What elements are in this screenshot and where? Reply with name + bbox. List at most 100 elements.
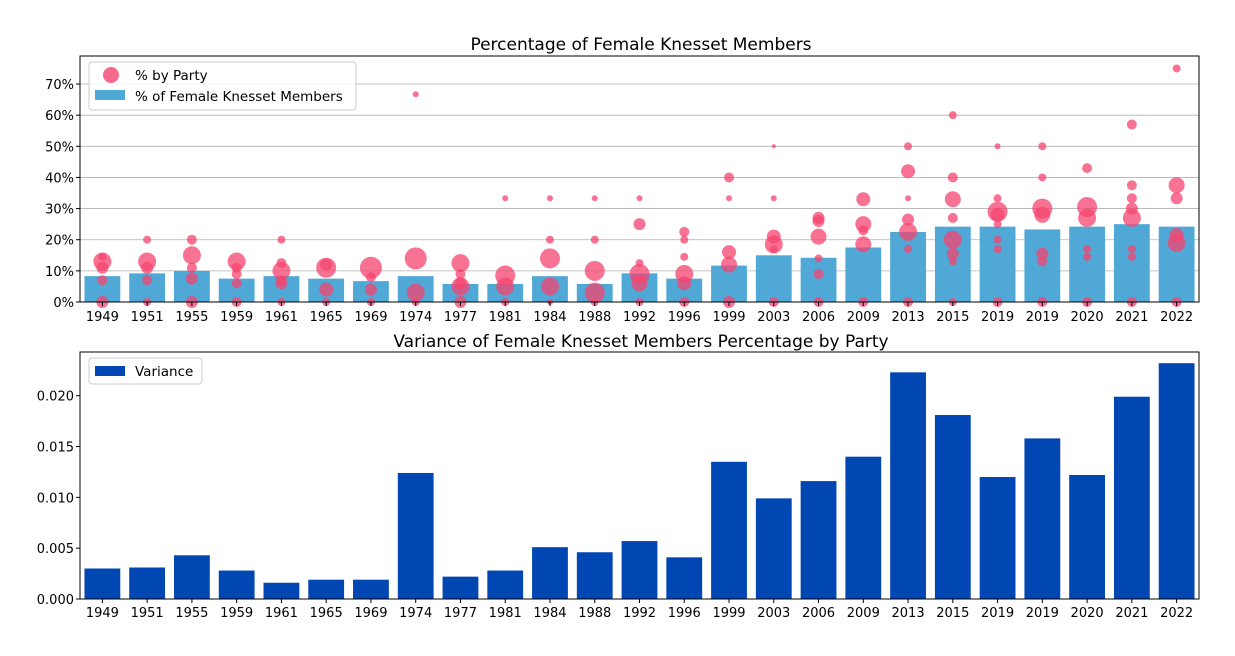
party-point [948, 111, 957, 120]
bottom-x-tick-label: 1977 [444, 606, 477, 621]
percentage-bar [755, 255, 792, 302]
bottom-x-tick-label: 1974 [399, 606, 432, 621]
party-point [1126, 119, 1137, 130]
top-y-tick-label: 10% [45, 265, 74, 280]
variance-bar [532, 547, 568, 599]
bottom-x-tick-label: 1969 [354, 606, 387, 621]
party-point [272, 261, 291, 280]
bottom-chart-x-axis: 1949 1951 1955 1959 1961 1965 1969 1974 1977 1981… [86, 599, 1193, 621]
bottom-x-tick-label: 2015 [936, 606, 969, 621]
top-x-tick-label: 1974 [399, 310, 432, 325]
party-point [635, 259, 644, 268]
bottom-x-tick-label: 1984 [533, 606, 566, 621]
party-point [726, 195, 733, 202]
top-chart-x-axis: 1949 1951 1955 1959 1961 1965 1969 1974 1977 1981… [86, 302, 1193, 325]
party-point [721, 256, 738, 273]
top-x-tick-label: 1992 [623, 310, 656, 325]
variance-bar [173, 555, 210, 599]
party-point [905, 195, 912, 202]
top-x-tick-label: 2019 [1026, 310, 1059, 325]
party-point [636, 195, 643, 202]
top-y-tick-label: 40% [45, 171, 74, 186]
variance-bar [1069, 474, 1106, 599]
party-point [1037, 256, 1048, 267]
bottom-chart-y-axis: 0.000 0.005 0.010 0.015 0.020 [37, 390, 80, 608]
top-x-tick-label: 1961 [265, 310, 298, 325]
party-point [546, 195, 553, 202]
party-point [1082, 163, 1093, 174]
party-point [451, 254, 470, 273]
variance-bar [755, 498, 792, 599]
top-x-tick-label: 2013 [892, 310, 925, 325]
variance-bar [890, 372, 926, 599]
variance-bar [576, 552, 613, 599]
party-point [814, 254, 823, 263]
party-point [769, 245, 778, 254]
variance-bar [263, 582, 300, 599]
top-x-tick-label: 1996 [668, 310, 701, 325]
bottom-x-tick-label: 1992 [623, 606, 656, 621]
party-point [1036, 247, 1049, 260]
percentage-bar [218, 278, 255, 302]
party-point [1126, 180, 1137, 191]
party-point [993, 245, 1002, 254]
top-x-tick-label: 1949 [86, 310, 119, 325]
party-point [412, 91, 419, 98]
variance-bar [1158, 363, 1195, 599]
party-point [1168, 177, 1185, 194]
party-point [993, 235, 1002, 244]
party-point [680, 235, 689, 244]
party-point [1038, 173, 1047, 182]
top-x-tick-label: 2021 [1115, 310, 1148, 325]
party-point [406, 283, 425, 302]
party-point [141, 261, 154, 274]
variance-bar [845, 456, 882, 599]
party-point [584, 282, 605, 303]
party-point [142, 275, 153, 286]
variance-bar [84, 568, 121, 599]
party-point [455, 268, 466, 279]
top-x-tick-label: 1959 [220, 310, 253, 325]
party-point [502, 195, 509, 202]
variance-bar [218, 570, 255, 599]
party-point [1172, 64, 1181, 73]
party-point [902, 213, 915, 226]
bottom-y-tick-label: 0.000 [37, 593, 74, 608]
party-point [1038, 142, 1047, 151]
party-point [944, 191, 961, 208]
bottom-y-tick-label: 0.020 [37, 390, 74, 405]
top-x-tick-label: 2022 [1160, 310, 1193, 325]
party-point [97, 275, 108, 286]
party-point [810, 228, 827, 245]
top-x-tick-label: 1951 [131, 310, 164, 325]
top-x-tick-label: 1965 [310, 310, 343, 325]
top-x-tick-label: 2003 [757, 310, 790, 325]
party-point [143, 235, 152, 244]
bottom-chart-title: Variance of Female Knesset Members Perce… [393, 332, 888, 352]
bottom-y-tick-label: 0.010 [37, 491, 74, 506]
variance-bar [934, 415, 971, 599]
bottom-x-tick-label: 2003 [757, 606, 790, 621]
party-point [813, 268, 824, 279]
percentage-bar [845, 247, 882, 302]
party-point [947, 212, 958, 223]
bottom-legend-box [88, 357, 203, 385]
party-point [540, 277, 559, 296]
bottom-x-tick-label: 1981 [489, 606, 522, 621]
variance-bar [129, 567, 166, 599]
party-point [904, 245, 913, 254]
top-x-tick-label: 1984 [533, 310, 566, 325]
party-point [275, 277, 288, 290]
top-x-tick-label: 1969 [354, 310, 387, 325]
top-x-tick-label: 2009 [847, 310, 880, 325]
party-point [496, 277, 515, 296]
percentage-bar [1113, 224, 1150, 302]
party-point [591, 195, 598, 202]
top-chart-title: Percentage of Female Knesset Members [470, 35, 811, 55]
top-x-tick-label: 1977 [444, 310, 477, 325]
party-point [677, 276, 692, 291]
party-point [858, 225, 869, 236]
party-point [277, 235, 286, 244]
party-point [1126, 193, 1137, 204]
bottom-x-tick-label: 2009 [847, 606, 880, 621]
